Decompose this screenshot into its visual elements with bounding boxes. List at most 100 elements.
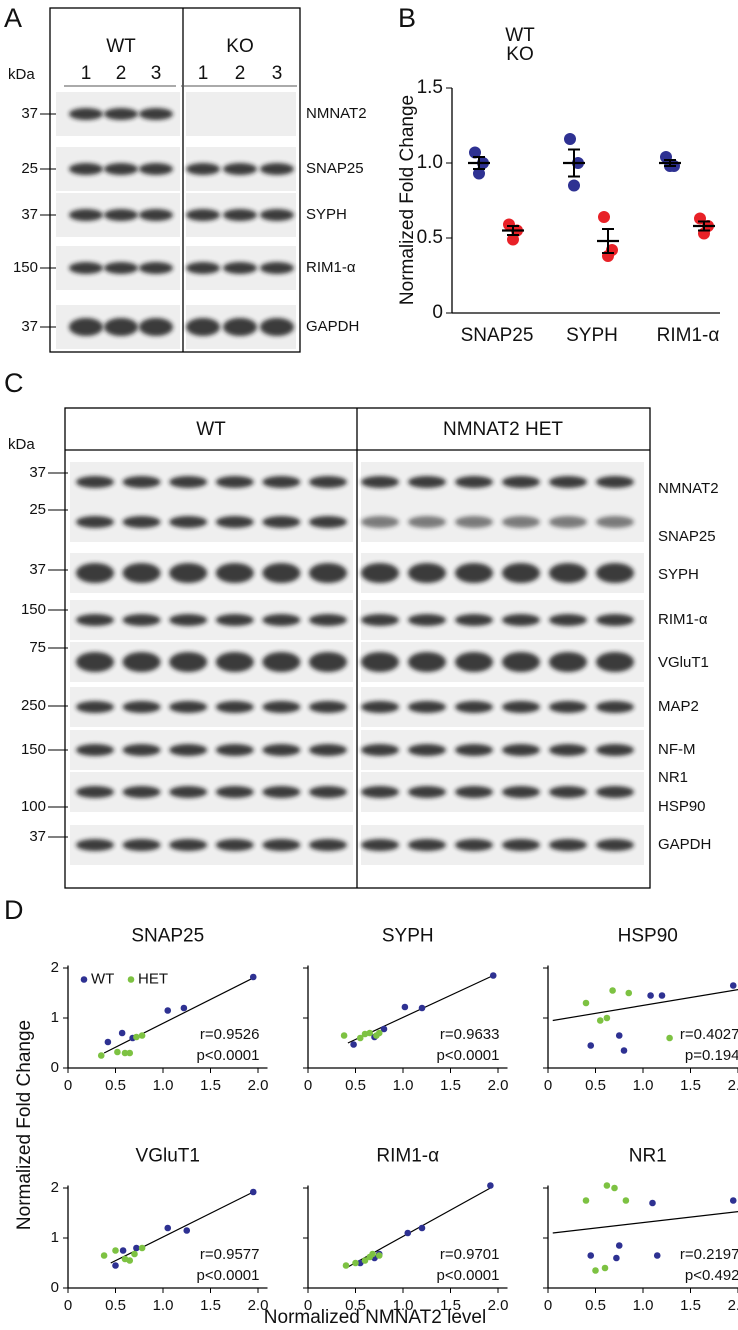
- data-point: [658, 992, 666, 999]
- data-point: [366, 1029, 374, 1037]
- blot-band: [408, 614, 446, 626]
- blot-band: [361, 701, 399, 713]
- blot-band: [215, 652, 254, 672]
- shared-x-label: Normalized NMNAT2 level: [264, 1307, 486, 1328]
- error-bar: [568, 148, 580, 178]
- blot-band: [104, 318, 138, 336]
- blot-band: [69, 318, 103, 336]
- blot-band: [502, 701, 540, 713]
- panel-label: D: [4, 895, 24, 925]
- x-tick-label: SNAP25: [461, 325, 534, 346]
- unit-label: kDa: [8, 66, 35, 83]
- data-point: [380, 1025, 388, 1033]
- data-point: [104, 1038, 112, 1046]
- protein-label: HSP90: [658, 798, 706, 815]
- blot-band: [223, 318, 257, 336]
- lane-label: 2: [116, 63, 127, 84]
- blot-band: [502, 786, 540, 798]
- blot-band: [223, 209, 257, 221]
- blot-band: [69, 163, 103, 175]
- blot-band: [122, 614, 161, 626]
- blot-band: [361, 839, 399, 851]
- blot-band: [455, 476, 493, 488]
- x-tick-label: 0.5: [585, 1077, 606, 1094]
- blot-band: [408, 786, 446, 798]
- data-point: [587, 1252, 595, 1259]
- blot-band: [186, 262, 220, 274]
- y-tick-label: 0.5: [417, 227, 443, 248]
- data-point: [603, 1182, 611, 1189]
- blot-band: [408, 744, 446, 756]
- stat-annotation: p=0.194: [685, 1047, 738, 1064]
- marker-label: 150: [21, 601, 46, 618]
- blot-band: [262, 614, 301, 626]
- lane-label: 1: [81, 63, 92, 84]
- data-point: [112, 1247, 119, 1254]
- data-point: [97, 1052, 105, 1059]
- chart-title: SYPH: [382, 926, 434, 947]
- data-point: [418, 1004, 426, 1012]
- data-point: [473, 167, 485, 180]
- data-point: [100, 1252, 108, 1259]
- data-point: [487, 1182, 494, 1189]
- blot-band: [309, 701, 347, 713]
- blot-band: [455, 701, 493, 713]
- blot-band: [455, 563, 493, 583]
- blot-strip: [70, 462, 353, 502]
- stat-annotation: r=0.9633: [440, 1026, 500, 1043]
- x-tick-label: 2.0: [248, 1297, 269, 1314]
- blot-band: [76, 614, 114, 626]
- data-point: [356, 1034, 364, 1042]
- data-point: [653, 1252, 661, 1259]
- data-point: [666, 1034, 673, 1042]
- data-point: [164, 1224, 172, 1232]
- data-point: [564, 133, 576, 145]
- legend-label: WT: [505, 25, 535, 46]
- blot-band: [169, 786, 208, 798]
- marker-label: 37: [29, 561, 46, 578]
- blot-band: [361, 563, 399, 583]
- blot-band: [122, 701, 161, 713]
- blot-band: [76, 839, 114, 851]
- blot-band: [361, 744, 399, 756]
- data-point: [119, 1247, 127, 1254]
- blot-band: [122, 563, 161, 583]
- lane-label: 3: [151, 63, 162, 84]
- blot-band: [408, 701, 446, 713]
- protein-label: GAPDH: [658, 836, 711, 853]
- data-point: [138, 1244, 146, 1252]
- blot-band: [596, 563, 634, 583]
- protein-label: SNAP25: [306, 160, 364, 177]
- data-point: [469, 146, 481, 159]
- blot-band: [215, 701, 254, 713]
- blot-band: [169, 744, 208, 756]
- lane-label: 3: [272, 63, 283, 84]
- blot-band: [169, 516, 208, 528]
- chart-title: SNAP25: [131, 926, 204, 947]
- blot-band: [122, 516, 161, 528]
- group-label: WT: [196, 419, 226, 440]
- blot-band: [408, 839, 446, 851]
- blot-strip: [70, 502, 353, 542]
- x-tick-label: 0.5: [585, 1297, 606, 1314]
- y-tick-label: 0: [51, 1059, 59, 1076]
- error-bar: [698, 220, 710, 232]
- blot-band: [215, 563, 254, 583]
- error-bar: [602, 228, 614, 254]
- data-point: [249, 1188, 257, 1196]
- protein-label: SYPH: [658, 566, 699, 583]
- blot-band: [262, 516, 301, 528]
- blot-band: [69, 209, 103, 221]
- blot-band: [104, 209, 138, 221]
- blot-band: [502, 652, 540, 672]
- data-point: [350, 1041, 357, 1048]
- blot-strip: [70, 600, 353, 640]
- x-tick-label: 1.5: [440, 1077, 461, 1094]
- blot-band: [549, 839, 587, 851]
- data-point: [401, 1003, 409, 1011]
- blot-band: [76, 476, 114, 488]
- stat-annotation: r=0.4027: [680, 1026, 738, 1043]
- data-point: [611, 1184, 618, 1192]
- blot-band: [361, 786, 399, 798]
- marker-label: 37: [21, 105, 38, 122]
